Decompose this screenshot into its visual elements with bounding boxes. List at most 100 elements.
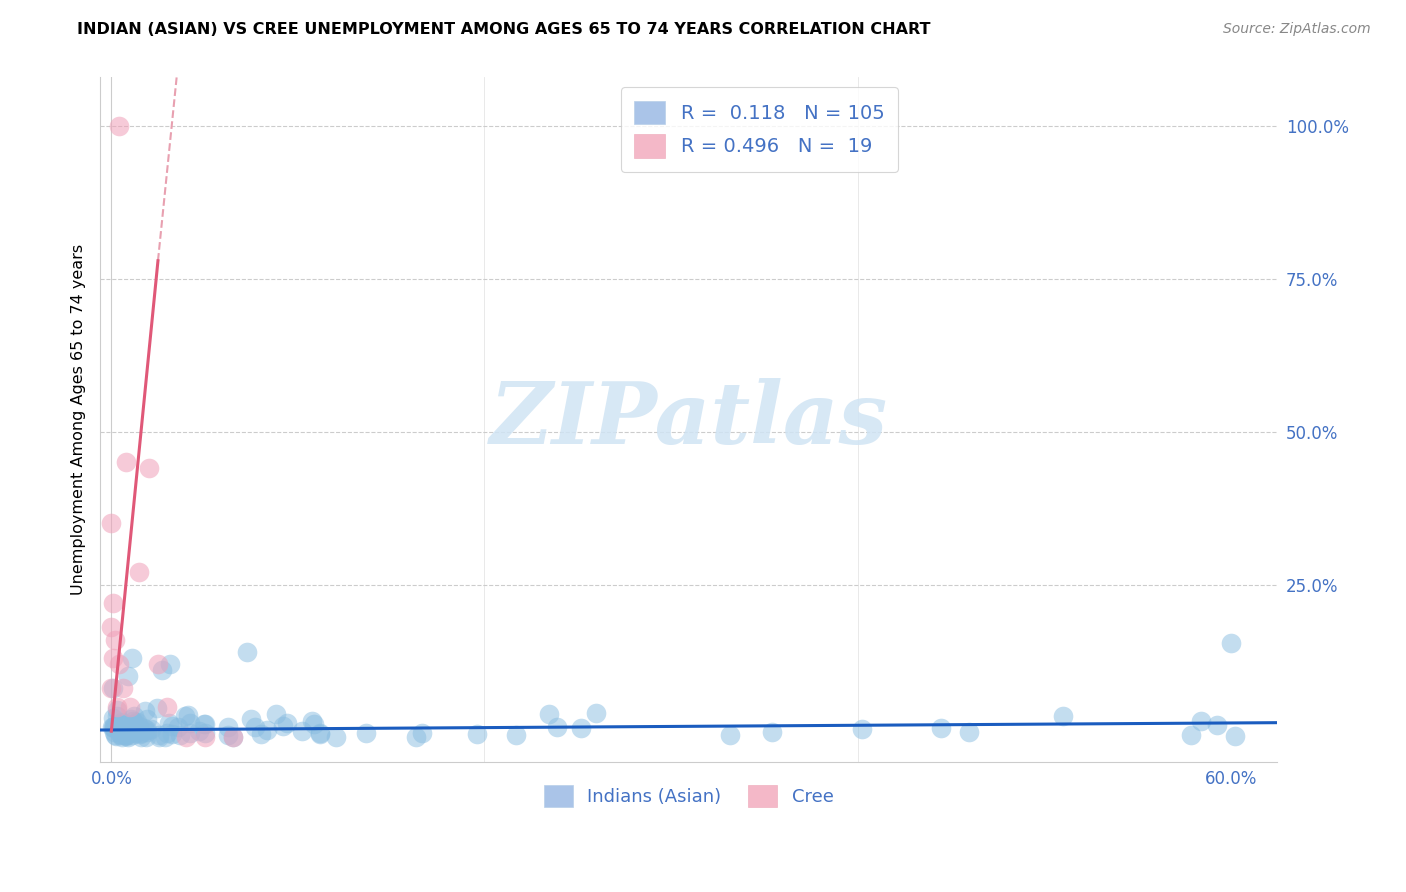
Point	[146, 700, 169, 714]
Point	[957, 725, 980, 739]
Point	[162, 719, 184, 733]
Point	[146, 657, 169, 671]
Point	[159, 657, 181, 671]
Point	[194, 731, 217, 745]
Point	[114, 730, 136, 744]
Point	[103, 651, 125, 665]
Point	[135, 725, 157, 739]
Point	[167, 720, 190, 734]
Point	[103, 596, 125, 610]
Point	[179, 726, 201, 740]
Point	[111, 730, 134, 744]
Point	[585, 706, 607, 720]
Point	[301, 714, 323, 729]
Point	[129, 730, 152, 744]
Point	[505, 728, 527, 742]
Point	[173, 709, 195, 723]
Point	[194, 716, 217, 731]
Point	[157, 716, 180, 731]
Point	[117, 669, 139, 683]
Point	[465, 726, 488, 740]
Point	[103, 721, 125, 735]
Point	[100, 516, 122, 531]
Point	[111, 714, 134, 729]
Point	[118, 724, 141, 739]
Point	[271, 718, 294, 732]
Point	[148, 730, 170, 744]
Point	[156, 699, 179, 714]
Point	[188, 723, 211, 738]
Point	[134, 704, 156, 718]
Point	[128, 566, 150, 580]
Point	[117, 724, 139, 739]
Point	[108, 727, 131, 741]
Point	[136, 723, 159, 737]
Point	[411, 726, 433, 740]
Point	[110, 718, 132, 732]
Point	[115, 728, 138, 742]
Point	[169, 728, 191, 742]
Point	[177, 708, 200, 723]
Point	[121, 712, 143, 726]
Point	[309, 726, 332, 740]
Point	[309, 727, 332, 741]
Point	[107, 716, 129, 731]
Point	[115, 728, 138, 742]
Point	[193, 717, 215, 731]
Point	[111, 681, 134, 696]
Point	[160, 727, 183, 741]
Point	[104, 728, 127, 742]
Point	[217, 729, 239, 743]
Point	[1225, 729, 1247, 743]
Point	[221, 731, 243, 745]
Point	[101, 720, 124, 734]
Point	[235, 645, 257, 659]
Point	[129, 726, 152, 740]
Point	[129, 727, 152, 741]
Point	[354, 726, 377, 740]
Point	[217, 721, 239, 735]
Point	[1205, 718, 1227, 732]
Point	[132, 721, 155, 735]
Point	[538, 706, 561, 721]
Point	[101, 720, 124, 734]
Point	[174, 731, 197, 745]
Point	[101, 711, 124, 725]
Point	[128, 722, 150, 736]
Y-axis label: Unemployment Among Ages 65 to 74 years: Unemployment Among Ages 65 to 74 years	[72, 244, 86, 595]
Point	[851, 723, 873, 737]
Point	[139, 722, 162, 736]
Legend: Indians (Asian), Cree: Indians (Asian), Cree	[537, 778, 841, 814]
Point	[125, 715, 148, 730]
Point	[114, 723, 136, 737]
Point	[304, 717, 326, 731]
Point	[405, 730, 427, 744]
Point	[110, 728, 132, 742]
Point	[250, 727, 273, 741]
Point	[103, 681, 125, 696]
Point	[239, 712, 262, 726]
Point	[105, 709, 128, 723]
Point	[136, 712, 159, 726]
Text: Source: ZipAtlas.com: Source: ZipAtlas.com	[1223, 22, 1371, 37]
Point	[325, 730, 347, 744]
Point	[266, 706, 288, 721]
Point	[1052, 708, 1074, 723]
Point	[179, 715, 201, 730]
Point	[128, 719, 150, 733]
Point	[152, 663, 174, 677]
Point	[124, 726, 146, 740]
Point	[194, 725, 217, 739]
Point	[546, 720, 568, 734]
Point	[256, 723, 278, 738]
Point	[107, 120, 129, 134]
Point	[104, 720, 127, 734]
Point	[1189, 714, 1212, 728]
Point	[122, 717, 145, 731]
Point	[1180, 728, 1202, 742]
Point	[718, 728, 741, 742]
Point	[135, 730, 157, 744]
Point	[115, 455, 138, 469]
Point	[100, 620, 122, 634]
Point	[117, 730, 139, 744]
